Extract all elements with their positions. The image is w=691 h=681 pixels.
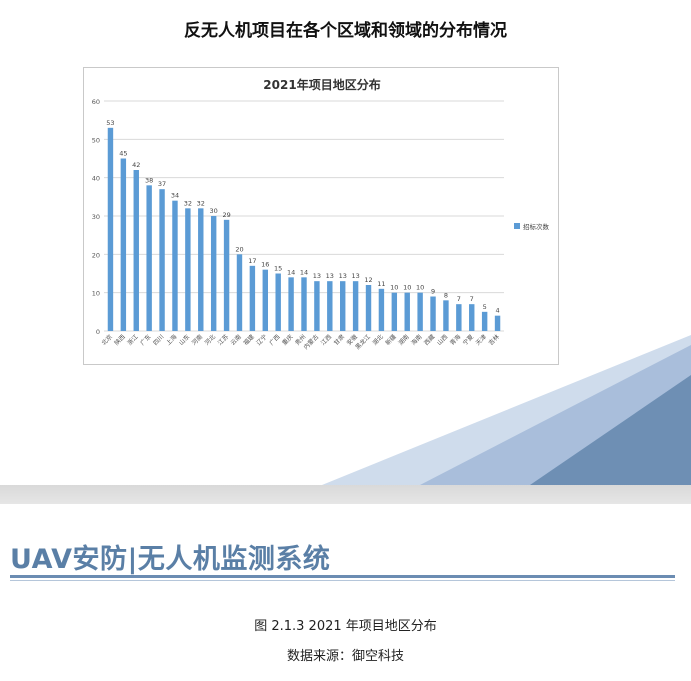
data-label: 14 [300,268,308,276]
bar [469,304,475,331]
data-label: 13 [339,272,347,280]
data-label: 20 [235,245,243,253]
data-label: 7 [457,295,461,303]
bar [185,208,191,331]
data-label: 16 [261,261,269,269]
data-label: 13 [313,272,321,280]
data-label: 14 [287,268,295,276]
bar [133,170,139,331]
bar [327,281,333,331]
bar [262,269,268,331]
data-label: 7 [470,295,474,303]
bar [249,265,256,331]
chart-title: 2021年项目地区分布 [263,77,380,92]
legend-label: 招标次数 [523,222,550,231]
y-tick-label: 20 [92,251,100,259]
bar [417,292,423,331]
bar [236,254,243,331]
data-label: 10 [403,284,411,292]
data-label: 13 [326,272,334,280]
bar [404,292,410,331]
data-label: 30 [210,207,218,215]
data-label: 38 [145,176,153,184]
bar [198,208,204,331]
y-tick-label: 40 [92,175,100,183]
y-tick-label: 0 [96,328,100,336]
bar [365,285,372,331]
bar [340,281,346,331]
bar [210,216,217,331]
bar [301,277,307,331]
bar [430,296,436,331]
data-label: 9 [431,288,435,296]
page-title: 反无人机项目在各个区域和领域的分布情况 [184,21,507,41]
data-label: 37 [158,180,166,188]
data-label: 17 [248,257,256,265]
data-label: 32 [197,199,205,207]
bar [107,127,114,331]
y-tick-label: 10 [92,290,100,298]
data-label: 11 [377,280,385,288]
y-tick-label: 30 [92,213,100,221]
bar [120,158,127,331]
bar [481,311,488,331]
bar-chart: 2021年项目地区分布010203040506053北京45陕西42浙江38广东… [92,77,550,351]
bar [223,219,230,331]
deco-triangle-dark [530,375,691,485]
data-label: 42 [132,161,140,169]
bar [494,315,501,331]
bar [288,277,294,331]
bar [443,300,449,331]
data-label: 10 [390,284,398,292]
data-label: 45 [119,150,127,158]
bar [352,281,359,331]
bar [314,281,320,331]
brand-logo-text: UAV安防|无人机监测系统 [10,544,331,575]
data-label: 29 [222,211,230,219]
chart-frame: 2021年项目地区分布 0 10 20 30 40 50 60 53 北京 45 陕西 42 浙江 38 广东… [83,67,559,365]
gray-band [0,485,691,504]
data-label: 15 [274,265,282,273]
data-label: 12 [364,276,372,284]
bar [159,189,165,331]
data-label: 53 [106,119,114,127]
y-tick-label: 50 [92,136,100,144]
y-tick-label: 60 [92,98,100,106]
bar [456,304,462,331]
data-label: 4 [495,307,499,315]
brand-underline [10,575,675,578]
source-caption: 数据来源：御空科技 [286,649,404,664]
data-label: 32 [184,199,192,207]
data-label: 8 [444,291,448,299]
bar [172,200,178,331]
data-label: 10 [416,284,424,292]
data-label: 34 [171,192,179,200]
bar [391,292,398,331]
bar [378,288,385,331]
figure-caption: 图 2.1.3 2021 年项目地区分布 [254,619,437,634]
bar [146,185,152,331]
data-label: 5 [483,303,487,311]
legend-swatch [514,223,520,229]
brand-underline-thin [10,580,675,581]
data-label: 13 [351,272,359,280]
bar [275,273,281,331]
